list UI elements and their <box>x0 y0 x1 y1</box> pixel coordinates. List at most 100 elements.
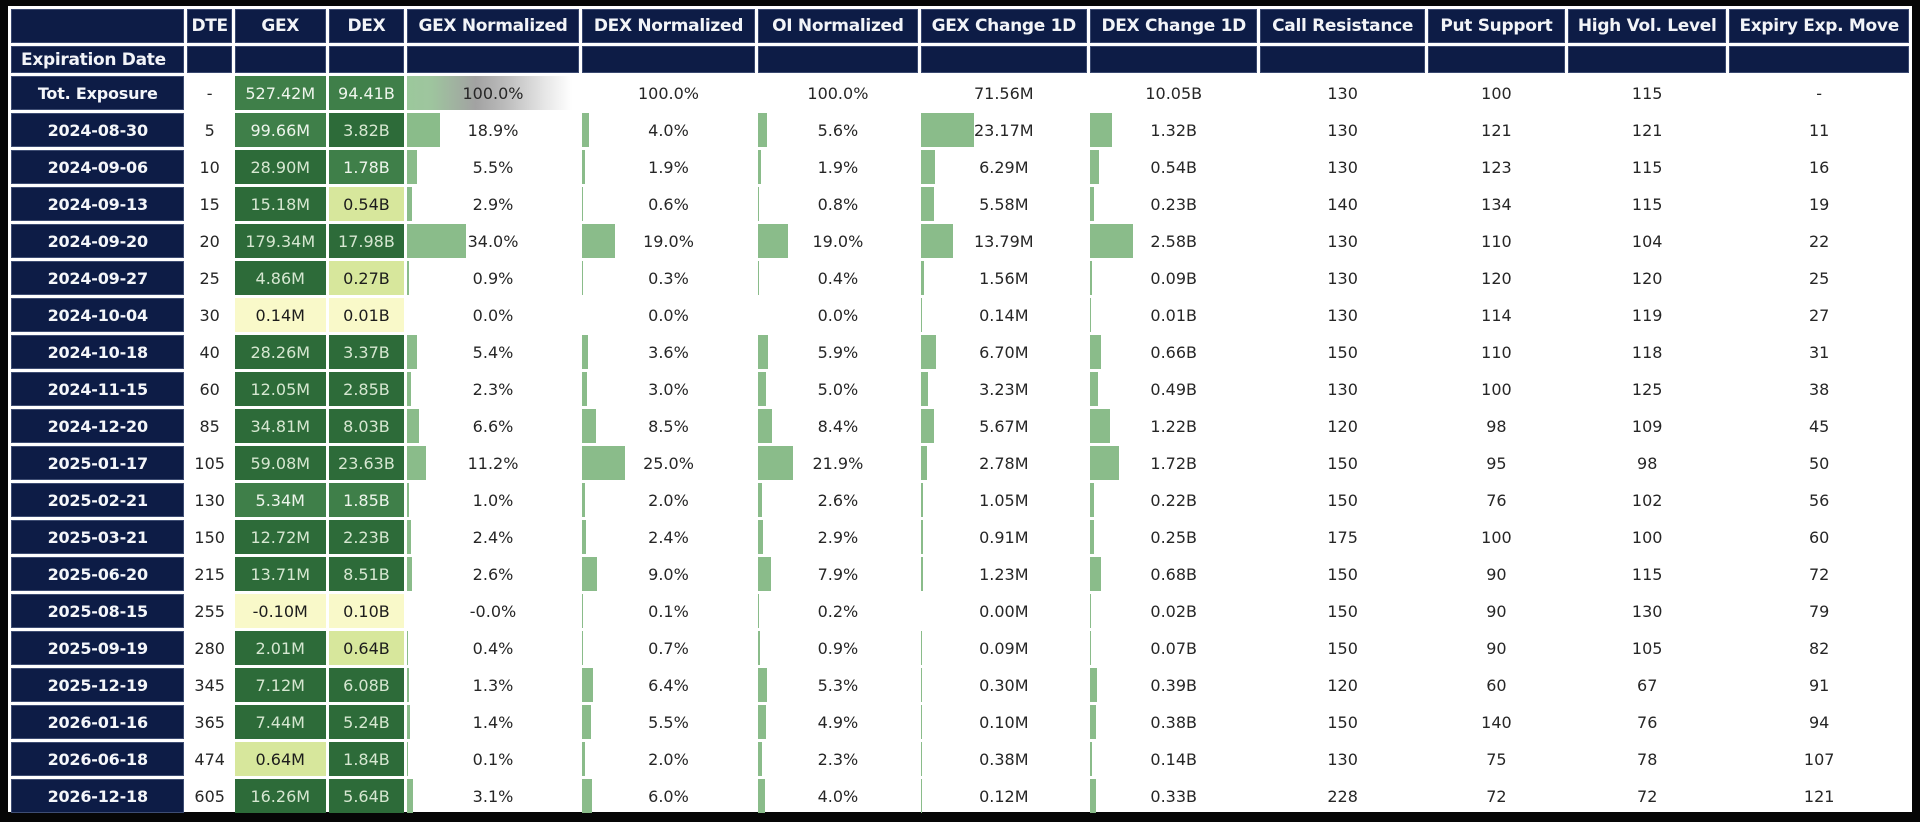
dex-change-1d-cell: 0.68B <box>1090 557 1257 591</box>
gex-change-1d-cell: 0.38M <box>920 742 1087 776</box>
call-resistance-cell: 175 <box>1327 527 1358 547</box>
cell-value: 19.0% <box>812 231 864 251</box>
table-row: 2025-12-19 345 7.12M 6.08B 1.3% 6.4% 5.3% 0.30M… <box>11 668 1909 702</box>
gex-normalized-cell: 2.4% <box>407 520 578 554</box>
cell-value: 0.2% <box>817 601 859 621</box>
cell-value: 2.4% <box>648 527 689 547</box>
table-row: 2024-08-30 5 99.66M 3.82B 18.9% 4.0% 5.6% 23.17… <box>11 113 1909 147</box>
expiry-exp-move-cell: 121 <box>1803 786 1835 806</box>
heat-bar <box>407 557 412 591</box>
heat-bar <box>758 261 760 295</box>
heat-bar <box>407 187 413 221</box>
put-support-cell: 76 <box>1486 490 1507 510</box>
heat-bar <box>758 409 772 443</box>
high-vol-level-cell: 115 <box>1631 564 1663 584</box>
heat-bar <box>581 335 588 369</box>
dte-cell: - <box>206 83 213 103</box>
heat-bar <box>758 113 768 147</box>
cell-value: 21.9% <box>812 453 864 473</box>
column-header-gex-change-1d: GEX Change 1D <box>920 9 1087 43</box>
gex-normalized-cell: 3.1% <box>407 779 578 813</box>
heat-bar <box>1090 372 1099 406</box>
cell-value: 0.68B <box>1150 564 1198 584</box>
gex-cell: 527.42M <box>234 76 326 110</box>
gex-normalized-cell: 18.9% <box>407 113 578 147</box>
heat-bar <box>920 446 928 480</box>
gex-normalized-cell: 2.9% <box>407 187 578 221</box>
expiry-exp-move-cell: 56 <box>1809 490 1830 510</box>
table-row: 2024-12-20 85 34.81M 8.03B 6.6% 8.5% 8.4% 5.67M… <box>11 409 1909 443</box>
cell-value: 0.1% <box>648 601 689 621</box>
cell-value: 0.6% <box>648 194 689 214</box>
cell-value: 5.5% <box>648 712 689 732</box>
dte-cell: 215 <box>194 564 225 584</box>
dex-cell: 23.63B <box>328 446 405 480</box>
cell-value: 1.9% <box>648 157 689 177</box>
oi-normalized-cell: 2.6% <box>758 483 917 517</box>
heat-bar <box>407 705 410 739</box>
table-row: 2024-10-04 30 0.14M 0.01B 0.0% 0.0% 0.0% 0.14M 0… <box>11 298 1909 332</box>
heat-bar <box>407 520 412 554</box>
expiry-exp-move-cell: 19 <box>1809 194 1830 214</box>
heat-bar <box>920 187 934 221</box>
oi-normalized-cell: 0.9% <box>758 631 917 665</box>
heat-bar <box>1090 520 1095 554</box>
put-support-cell: 90 <box>1486 638 1507 658</box>
cell-value: 0.22B <box>1150 490 1198 510</box>
heat-bar <box>407 446 427 480</box>
cell-value: 6.4% <box>648 675 689 695</box>
cell-value: 1.23M <box>979 564 1029 584</box>
high-vol-level-cell: 76 <box>1637 712 1658 732</box>
cell-value: 100.0% <box>462 83 524 103</box>
dex-normalized-cell: 0.6% <box>581 187 755 221</box>
cell-value: 8.4% <box>817 416 859 436</box>
high-vol-level-cell: 78 <box>1637 749 1658 769</box>
heat-bar <box>407 779 413 813</box>
heat-bar <box>407 261 409 295</box>
heat-bar <box>758 705 767 739</box>
table-row: 2025-08-15 255 -0.10M 0.10B -0.0% 0.1% 0.2% 0.0… <box>11 594 1909 628</box>
high-vol-level-cell: 105 <box>1631 638 1663 658</box>
heat-bar <box>407 668 410 702</box>
dte-cell: 280 <box>194 638 225 658</box>
dex-change-1d-cell: 1.32B <box>1090 113 1257 147</box>
high-vol-level-cell: 115 <box>1631 194 1663 214</box>
heat-bar <box>920 742 922 776</box>
put-support-cell: 134 <box>1481 194 1512 214</box>
high-vol-level-cell: 118 <box>1631 342 1663 362</box>
heat-bar <box>407 742 409 776</box>
cell-value: 5.6% <box>817 120 859 140</box>
expiry-exp-move-cell: 60 <box>1809 527 1830 547</box>
cell-value: 9.0% <box>648 564 689 584</box>
gex-change-1d-cell: 13.79M <box>920 224 1087 258</box>
cell-value: 3.6% <box>648 342 689 362</box>
heat-bar <box>581 113 589 147</box>
dex-normalized-cell: 3.6% <box>581 335 755 369</box>
table-sheet: DTE GEX DEX GEX Normalized DEX Normalized OI … <box>8 6 1912 813</box>
dex-change-1d-cell: 0.07B <box>1090 631 1257 665</box>
dex-normalized-cell: 3.0% <box>581 372 755 406</box>
gex-cell: 13.71M <box>234 557 326 591</box>
expiry-date-cell: 2024-09-06 <box>11 150 185 184</box>
expiry-exp-move-cell: 31 <box>1809 342 1830 362</box>
heat-bar <box>920 779 922 813</box>
cell-value: 11.2% <box>467 453 519 473</box>
heat-bar <box>920 705 922 739</box>
heat-bar <box>581 261 583 295</box>
heat-bar <box>1090 224 1134 258</box>
gex-normalized-cell: 5.5% <box>407 150 578 184</box>
high-vol-level-cell: 121 <box>1631 120 1663 140</box>
cell-value: 0.54B <box>1150 157 1198 177</box>
expiry-exp-move-cell: 45 <box>1809 416 1830 436</box>
call-resistance-cell: 150 <box>1327 638 1358 658</box>
gex-change-1d-cell: 0.30M <box>920 668 1087 702</box>
gex-change-1d-cell: 5.58M <box>920 187 1087 221</box>
expiry-date-cell: 2025-08-15 <box>11 594 185 628</box>
oi-normalized-cell: 4.0% <box>758 779 917 813</box>
dex-normalized-cell: 1.9% <box>581 150 755 184</box>
heat-bar <box>581 520 586 554</box>
expiry-exp-move-cell: 25 <box>1809 268 1830 288</box>
expiry-date-cell: 2026-06-18 <box>11 742 185 776</box>
dex-normalized-cell: 2.4% <box>581 520 755 554</box>
cell-value: 0.7% <box>648 638 689 658</box>
